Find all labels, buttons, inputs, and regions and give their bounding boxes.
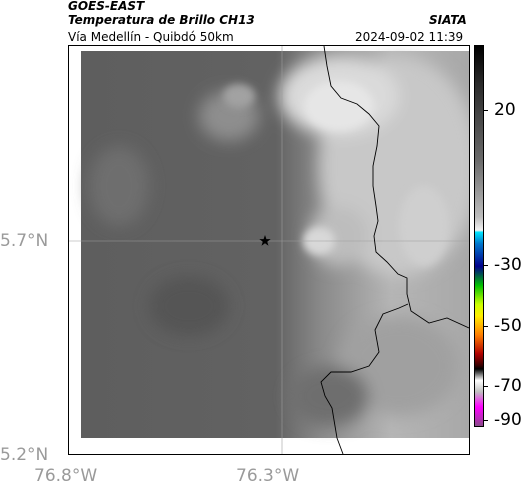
longitude-label: 76.3°W — [236, 466, 300, 486]
colorbar — [474, 45, 484, 427]
cloud-field — [81, 51, 469, 438]
organization-label: SIATA — [429, 13, 467, 27]
colorbar-label: -90 — [494, 410, 522, 430]
satellite-title: GOES-EAST — [68, 0, 145, 13]
colorbar-tick — [484, 265, 488, 266]
colorbar-tick — [484, 110, 488, 111]
colorbar-tick — [484, 420, 488, 421]
colorbar-label: -50 — [494, 316, 522, 336]
latitude-label: 5.7°N — [0, 231, 49, 251]
colorbar-tick — [484, 386, 488, 387]
colorbar-label: 20 — [494, 100, 516, 120]
colorbar-tick — [484, 326, 488, 327]
colorbar-label: -30 — [494, 255, 522, 275]
timestamp-label: 2024-09-02 11:39 — [355, 30, 464, 44]
department-border-line — [323, 46, 469, 329]
longitude-label: 76.8°W — [34, 466, 98, 486]
colorbar-label: -70 — [494, 376, 522, 396]
region-subtitle: Vía Medellín - Quibdó 50km — [68, 30, 234, 44]
graticule — [69, 46, 469, 454]
department-border-line — [320, 303, 409, 454]
latitude-label: 5.2°N — [0, 445, 49, 465]
star-icon — [259, 235, 271, 246]
satellite-map — [68, 45, 470, 455]
product-title: Temperatura de Brillo CH13 — [68, 13, 255, 27]
brightness-temperature-image — [69, 46, 469, 454]
